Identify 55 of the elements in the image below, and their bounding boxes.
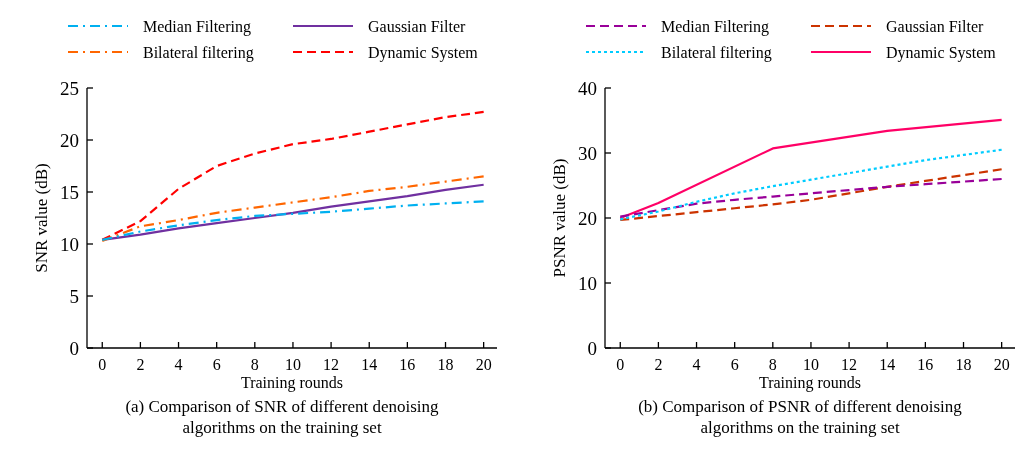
x-tick-label: 12 — [841, 356, 858, 373]
line-series — [619, 168, 1003, 222]
line-series — [619, 118, 1003, 220]
x-tick-label: 16 — [917, 356, 934, 373]
x-tick-label: 2 — [136, 356, 145, 373]
x-tick-label: 16 — [399, 356, 416, 373]
y-axis-title: SNR value (dB) — [32, 163, 51, 273]
legend-label: Dynamic System — [886, 43, 997, 62]
x-tick-label: 6 — [730, 356, 739, 373]
x-tick-label: 10 — [284, 356, 301, 373]
y-tick-label: 30 — [578, 142, 597, 164]
text: (b) Comparison of PSNR of different denoising — [638, 397, 963, 416]
text: algorithms on the training set — [182, 418, 382, 437]
y-tick-label: 15 — [60, 181, 79, 203]
y-tick-label: 20 — [578, 207, 597, 229]
x-tick-label: 0 — [616, 356, 625, 373]
x-tick-label: 0 — [98, 356, 107, 373]
line-series — [101, 200, 485, 241]
x-tick-label: 14 — [879, 356, 896, 373]
text: (a) Comparison of SNR of different denoising — [125, 397, 440, 416]
text: algorithms on the training set — [700, 418, 900, 437]
x-axis-title: Training rounds — [240, 374, 344, 392]
x-tick-label: 20 — [475, 356, 492, 373]
y-tick-label: 5 — [69, 285, 79, 307]
y-tick-label: 0 — [587, 337, 597, 359]
legend-label: Median Filtering — [143, 17, 251, 36]
x-tick-label: 8 — [768, 356, 777, 373]
y-axis-title: PSNR value (dB) — [550, 158, 569, 278]
y-tick-label: 10 — [60, 233, 79, 255]
x-tick-label: 12 — [323, 356, 340, 373]
x-tick-label: 4 — [692, 356, 701, 373]
line-series — [101, 110, 485, 241]
x-tick-label: 10 — [802, 356, 819, 373]
x-tick-label: 6 — [212, 356, 221, 373]
y-tick-label: 20 — [60, 129, 79, 151]
x-axis-title: Training rounds — [758, 374, 862, 392]
x-tick-label: 18 — [955, 356, 972, 373]
y-tick-label: 40 — [578, 77, 597, 99]
x-tick-label: 2 — [654, 356, 663, 373]
x-tick-label: 20 — [993, 356, 1010, 373]
x-tick-label: 14 — [361, 356, 378, 373]
y-tick-label: 10 — [578, 272, 597, 294]
legend-label: Bilateral filtering — [661, 43, 772, 62]
legend-label: Median Filtering — [661, 17, 769, 36]
legend-label: Dynamic System — [368, 43, 479, 62]
x-tick-label: 8 — [250, 356, 259, 373]
legend-label: Gaussian Filter — [886, 17, 984, 35]
x-tick-label: 18 — [437, 356, 454, 373]
legend-label: Bilateral filtering — [143, 43, 254, 62]
legend-label: Gaussian Filter — [368, 17, 466, 35]
x-tick-label: 4 — [174, 356, 183, 373]
line-series — [619, 177, 1003, 218]
line-series — [619, 148, 1003, 221]
y-tick-label: 0 — [69, 337, 79, 359]
y-tick-label: 25 — [60, 77, 79, 99]
